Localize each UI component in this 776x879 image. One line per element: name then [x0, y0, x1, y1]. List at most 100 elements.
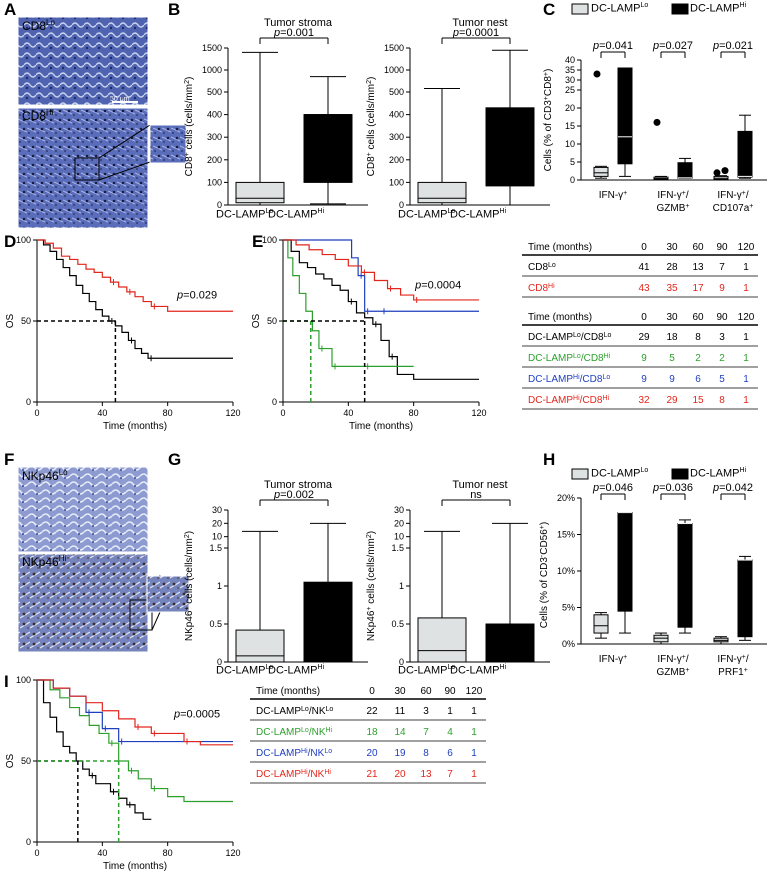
I-ylabel: OS: [5, 753, 16, 768]
g-stroma-xlabel-lo: DC-LAMPLo: [216, 664, 274, 677]
h-xlabel-1-part: IFN-γ: [599, 654, 623, 665]
table-d-row-label-part: CD8: [528, 262, 548, 273]
G-stroma-ylabel-part: +: [184, 606, 191, 610]
table-d-header-cell: Time (months): [528, 242, 592, 253]
G-stroma-pvalue: p=0.002: [273, 489, 314, 501]
G-nest-ylabel-part: ): [366, 531, 377, 534]
h-ticklabel: 15%: [557, 530, 575, 540]
table-e-header-cell: 60: [692, 312, 704, 323]
zoom-inset-a: [149, 124, 187, 164]
B-stroma-ylabel-part: cells (cells/mm: [184, 84, 195, 152]
c-ticklabel: 25: [565, 85, 575, 95]
table-d-cell: 28: [666, 262, 678, 273]
table-d-row-label: CD8Lo: [528, 262, 556, 274]
G-nest-ticklabel-lower: 0: [399, 657, 404, 667]
c-legend-lo-label: DC-LAMPLo: [591, 2, 649, 15]
panel-label-f: F: [4, 450, 15, 469]
c-xlabel-1-part: +: [623, 190, 627, 197]
B-nest-ylabel: CD8+ cells (cells/mm2): [366, 77, 378, 177]
table-d-row-label-part: Lo: [548, 262, 556, 269]
h-xlabel-1-part: +: [623, 654, 627, 661]
table-e-row-label-part: /CD8: [580, 395, 603, 406]
c-xlabel-2: IFN-γ+/: [657, 190, 689, 202]
c-legend-lo-swatch: [571, 3, 589, 15]
c-box: [737, 130, 753, 178]
c-ylabel-part: Cells (% of CD3: [543, 100, 554, 172]
B-stroma-ticklabel-lower: 100: [207, 177, 222, 187]
table-d-cell: 1: [743, 283, 749, 294]
table-e-row-label-part: Hi: [573, 374, 580, 381]
B-stroma-pvalue-part: =0.001: [280, 27, 314, 39]
c-xlabel-3b-part: +: [749, 203, 753, 210]
D-xlabel: Time (months): [103, 421, 167, 432]
G-nest-ylabel-part: +: [366, 606, 373, 610]
table-e-row-label-part: /CD8: [580, 374, 603, 385]
B-stroma-box-0: [235, 181, 285, 204]
micrograph-f-bottom-label: NKp46Hi: [22, 554, 67, 569]
zoom-line-a1: [98, 124, 151, 159]
G-stroma-ticklabel-upper: 30: [212, 505, 222, 515]
h-xlabel-1: IFN-γ+: [599, 654, 628, 666]
h-ticklabel: 20%: [557, 493, 575, 503]
c-pvalue-part: =0.027: [659, 40, 693, 52]
table-i-header-cell: Time (months): [256, 686, 320, 697]
E-series-red: [283, 239, 479, 301]
h-pvalue: p=0.046: [592, 482, 633, 494]
table-i-row-label-part: Hi: [301, 748, 308, 755]
zoom-box-a: [74, 157, 100, 181]
G-stroma-ticklabel-upper: 20: [212, 518, 222, 528]
h-xlabel-3-part: +: [742, 654, 746, 661]
h-xlabel-3b-part: PRF1: [718, 667, 744, 678]
E-xticklabel: 120: [471, 408, 486, 418]
c-outlier: [653, 118, 661, 126]
G-nest-ylabel: NKp46+ cells (cells/mm2): [366, 531, 378, 641]
h-box: [737, 559, 753, 638]
B-stroma-ylabel-part: ): [184, 77, 195, 80]
I-xticklabel: 80: [163, 848, 173, 858]
table-i-row-label-part: DC-LAMP: [256, 769, 301, 780]
h-pvalue-part: =0.042: [719, 482, 753, 494]
h-ylabel-part: Cells (% of CD3: [539, 557, 550, 629]
B-stroma-ylabel-part: +: [184, 152, 191, 156]
c-xlabel-1: IFN-γ+: [599, 190, 628, 202]
table-e-header-cell: 0: [641, 312, 647, 323]
c-ticklabel: 0: [570, 175, 575, 185]
table-d-row-label: CD8Hi: [528, 283, 555, 295]
B-stroma-ylabel: CD8+ cells (cells/mm2): [184, 77, 196, 177]
B-stroma-ticklabel-lower: 500: [207, 87, 222, 97]
D-yticklabel: 100: [16, 235, 31, 245]
h-xlabel-2-part: IFN-γ: [657, 654, 681, 665]
B-stroma-ticklabel-lower: 200: [207, 155, 222, 165]
D-pvalue: p=0.029: [176, 289, 217, 301]
table-d-cell: 1: [743, 262, 749, 273]
B-stroma-ticklabel-upper: 1000: [202, 65, 222, 75]
I-pvalue-part: p: [173, 708, 180, 720]
D-series-black: [37, 239, 233, 359]
B-nest-ticklabel-lower: 300: [389, 132, 404, 142]
table-e-row-label: DC-LAMPLo/CD8Lo: [528, 332, 612, 344]
c-pvalue-part: =0.041: [599, 40, 633, 52]
table-e-cell: 1: [743, 353, 749, 364]
table-i-cell: 11: [395, 706, 406, 717]
h-xlabel-2: IFN-γ+/: [657, 654, 689, 666]
c-box: [593, 166, 609, 177]
table-i-cell: 1: [471, 748, 477, 759]
G-nest-ticklabel-upper: 30: [394, 505, 404, 515]
B-stroma-ylabel-part: 2: [184, 80, 191, 84]
B-nest-box-1: [485, 107, 535, 187]
c-xlabel-3b: CD107a+: [713, 203, 754, 215]
D-yticklabel: 0: [26, 397, 31, 407]
table-d-header-cell: 30: [666, 242, 678, 253]
B-nest-ticklabel-lower: 0: [399, 200, 404, 210]
table-e-row-label: DC-LAMPLo/CD8Hi: [528, 353, 611, 365]
E-xticklabel: 40: [343, 408, 353, 418]
panel-label-b: B: [168, 0, 181, 19]
zoom-line-f2: [151, 611, 161, 631]
table-e-cell: 1: [743, 395, 749, 406]
B-stroma-box-1: [303, 114, 353, 183]
table-i-row-label-part: Hi: [325, 727, 332, 734]
E-yticklabel: 100: [262, 235, 277, 245]
B-nest-ticklabel-lower: 100: [389, 177, 404, 187]
h-xlabel-3: IFN-γ+/: [717, 654, 749, 666]
micrograph-nkp46-hi: [17, 553, 149, 653]
